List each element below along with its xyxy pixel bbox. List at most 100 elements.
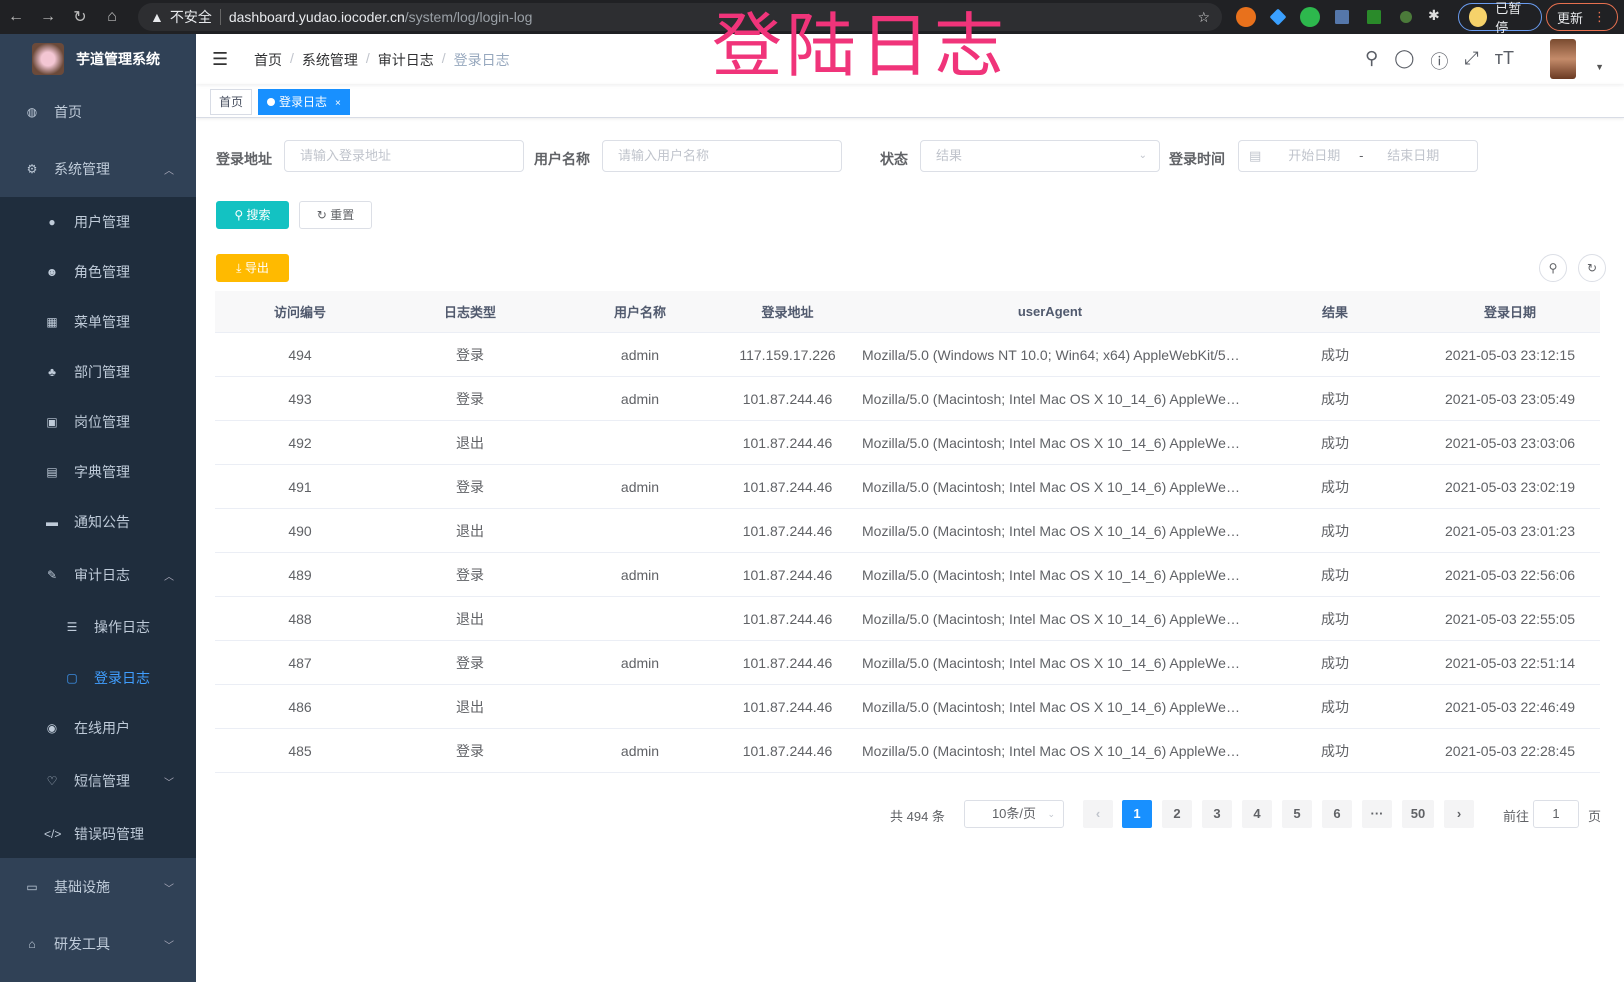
sidebar-item[interactable]: ▤ 字典管理 bbox=[0, 458, 196, 486]
username-input[interactable]: 请输入用户名称 bbox=[602, 140, 842, 172]
refresh-table-icon[interactable]: ↻ bbox=[1578, 254, 1606, 282]
sidebar-item[interactable]: ▢ 登录日志 bbox=[0, 664, 196, 692]
page-button[interactable]: 1 bbox=[1122, 800, 1152, 828]
sidebar-item[interactable]: ▭ 基础设施 ﹀ bbox=[0, 873, 196, 901]
sidebar-item-label: 短信管理 bbox=[74, 773, 130, 789]
table-row: 490 退出 101.87.244.46 Mozilla/5.0 (Macintosh… bbox=[215, 509, 1600, 553]
page-button[interactable]: 2 bbox=[1162, 800, 1192, 828]
goto-label: 前往 bbox=[1503, 809, 1530, 824]
table-row: 486 退出 101.87.244.46 Mozilla/5.0 (Macintosh… bbox=[215, 685, 1600, 729]
end-date-input[interactable]: 结束日期 bbox=[1387, 148, 1440, 163]
page-button[interactable]: 50 bbox=[1402, 800, 1434, 828]
table-cell: 485 bbox=[288, 742, 312, 759]
table-cell: 2021-05-03 23:05:49 bbox=[1445, 390, 1575, 407]
extensions-puzzle-icon[interactable]: ✱ bbox=[1428, 7, 1440, 23]
extension-on-icon[interactable] bbox=[1367, 10, 1381, 24]
sidebar-item[interactable]: ◍ 首页 bbox=[0, 98, 196, 126]
next-page-button[interactable]: › bbox=[1444, 800, 1474, 828]
table-cell: 2021-05-03 22:28:45 bbox=[1445, 742, 1575, 759]
extension-grid-icon[interactable] bbox=[1335, 10, 1349, 24]
update-button[interactable]: 更新 ⋮ bbox=[1546, 3, 1618, 31]
date-range-picker[interactable]: ▤ 开始日期 - 结束日期 bbox=[1238, 140, 1478, 172]
status-select[interactable]: 结果 ⌄ bbox=[920, 140, 1160, 172]
time-label: 登录时间 bbox=[1169, 151, 1225, 167]
help-icon[interactable]: ⓘ bbox=[1430, 52, 1449, 72]
download-icon: ⤓ bbox=[236, 261, 245, 275]
address-input[interactable]: 请输入登录地址 bbox=[284, 140, 524, 172]
monitor-icon: ▭ bbox=[26, 880, 38, 894]
sidebar-item[interactable]: ♣ 部门管理 bbox=[0, 358, 196, 386]
dashboard-icon: ◍ bbox=[26, 105, 38, 119]
page-button[interactable]: 6 bbox=[1322, 800, 1352, 828]
total-count: 共 494 条 bbox=[890, 809, 945, 824]
hamburger-icon[interactable]: ☰ bbox=[212, 49, 229, 69]
table-cell: 2021-05-03 22:46:49 bbox=[1445, 698, 1575, 715]
sidebar-item[interactable]: ☻ 角色管理 bbox=[0, 258, 196, 286]
sidebar-item-label: 角色管理 bbox=[74, 264, 130, 280]
font-size-icon[interactable]: ᴛT bbox=[1494, 48, 1514, 68]
table-cell: 登录 bbox=[456, 742, 484, 759]
start-date-input[interactable]: 开始日期 bbox=[1288, 148, 1341, 163]
page-button[interactable]: 4 bbox=[1242, 800, 1272, 828]
update-label: 更新 bbox=[1557, 10, 1584, 26]
reload-icon[interactable]: ↻ bbox=[73, 9, 87, 26]
reset-button[interactable]: ↻ 重置 bbox=[299, 201, 372, 229]
breadcrumb-item[interactable]: 首页 bbox=[254, 52, 282, 68]
user-avatar[interactable] bbox=[1550, 39, 1576, 79]
table-cell: 退出 bbox=[456, 434, 484, 451]
toggle-search-icon[interactable]: ⚲ bbox=[1539, 254, 1567, 282]
home-icon[interactable]: ⌂ bbox=[107, 8, 117, 25]
export-button[interactable]: ⤓ 导出 bbox=[216, 254, 289, 282]
address-bar[interactable]: ▲ 不安全 dashboard.yudao.iocoder.cn/system/… bbox=[138, 3, 1222, 31]
tag-home[interactable]: 首页 bbox=[210, 89, 253, 115]
search-button[interactable]: ⚲ 搜索 bbox=[216, 201, 289, 229]
login-log-table: 访问编号 日志类型 用户名称 登录地址 userAgent 结果 登录日期 49… bbox=[215, 291, 1600, 773]
sidebar-item[interactable]: ☰ 操作日志 bbox=[0, 613, 196, 641]
menu-dots-icon: ⋮ bbox=[1593, 9, 1607, 24]
search-icon[interactable]: ⚲ bbox=[1365, 48, 1379, 68]
sidebar-item[interactable]: ⌂ 研发工具 ﹀ bbox=[0, 930, 196, 958]
table-cell: 2021-05-03 22:51:14 bbox=[1445, 654, 1575, 671]
back-icon[interactable]: ← bbox=[8, 8, 24, 25]
table-cell: 登录 bbox=[456, 566, 484, 583]
table-cell: admin bbox=[620, 478, 660, 495]
column-header: userAgent bbox=[1017, 304, 1083, 319]
page-size-select[interactable]: 10条/页 ⌄ bbox=[964, 800, 1064, 828]
fullscreen-icon[interactable]: ⤢ bbox=[1464, 48, 1479, 68]
github-icon[interactable]: ◯ bbox=[1394, 48, 1415, 68]
sidebar-item[interactable]: ♡ 短信管理 ﹀ bbox=[0, 767, 196, 795]
extension-y-icon[interactable] bbox=[1300, 7, 1320, 27]
caret-down-icon[interactable]: ▼ bbox=[1595, 62, 1604, 72]
sidebar-item[interactable]: </> 错误码管理 bbox=[0, 820, 196, 848]
table-cell: Mozilla/5.0 (Macintosh; Intel Mac OS X 1… bbox=[862, 566, 1250, 583]
sidebar-item[interactable]: ◉ 在线用户 bbox=[0, 714, 196, 742]
extension-icon[interactable] bbox=[1236, 7, 1256, 27]
extension-gem-icon[interactable] bbox=[1269, 8, 1287, 26]
profile-paused-button[interactable]: 已暂停 bbox=[1458, 1, 1542, 35]
forward-icon[interactable]: → bbox=[40, 8, 56, 25]
chevron-down-icon: ﹀ bbox=[164, 777, 174, 789]
table-cell: 101.87.244.46 bbox=[742, 742, 833, 759]
sidebar-item[interactable]: ▬ 通知公告 bbox=[0, 508, 196, 536]
logininfor-icon: ▢ bbox=[66, 671, 78, 685]
close-icon[interactable]: × bbox=[335, 98, 341, 109]
warning-icon: ▲ bbox=[150, 9, 164, 25]
bookmark-star-icon[interactable]: ☆ bbox=[1197, 8, 1210, 25]
prev-page-button[interactable]: ‹ bbox=[1083, 800, 1113, 828]
refresh-icon: ↻ bbox=[316, 208, 331, 222]
page-button[interactable]: 5 bbox=[1282, 800, 1312, 828]
sidebar-item[interactable]: ▣ 岗位管理 bbox=[0, 408, 196, 436]
tag-login-log[interactable]: 登录日志 × bbox=[258, 89, 350, 115]
sidebar-item[interactable]: ▦ 菜单管理 bbox=[0, 308, 196, 336]
sidebar-item[interactable]: ● 用户管理 bbox=[0, 208, 196, 236]
sidebar-item[interactable]: ✎ 审计日志 ︿ bbox=[0, 561, 196, 589]
sidebar-item[interactable]: ⚙ 系统管理 ︿ bbox=[0, 155, 196, 183]
sidebar-logo[interactable]: 芋道管理系统 bbox=[0, 34, 196, 84]
page-button[interactable]: ··· bbox=[1362, 800, 1392, 828]
extension-leaf-icon[interactable] bbox=[1400, 11, 1412, 23]
goto-page-input[interactable]: 1 bbox=[1533, 800, 1579, 828]
table-cell: 成功 bbox=[1321, 390, 1349, 407]
page-button[interactable]: 3 bbox=[1202, 800, 1232, 828]
table-row: 492 退出 101.87.244.46 Mozilla/5.0 (Macintosh… bbox=[215, 421, 1600, 465]
profile-avatar-icon bbox=[1469, 7, 1488, 27]
